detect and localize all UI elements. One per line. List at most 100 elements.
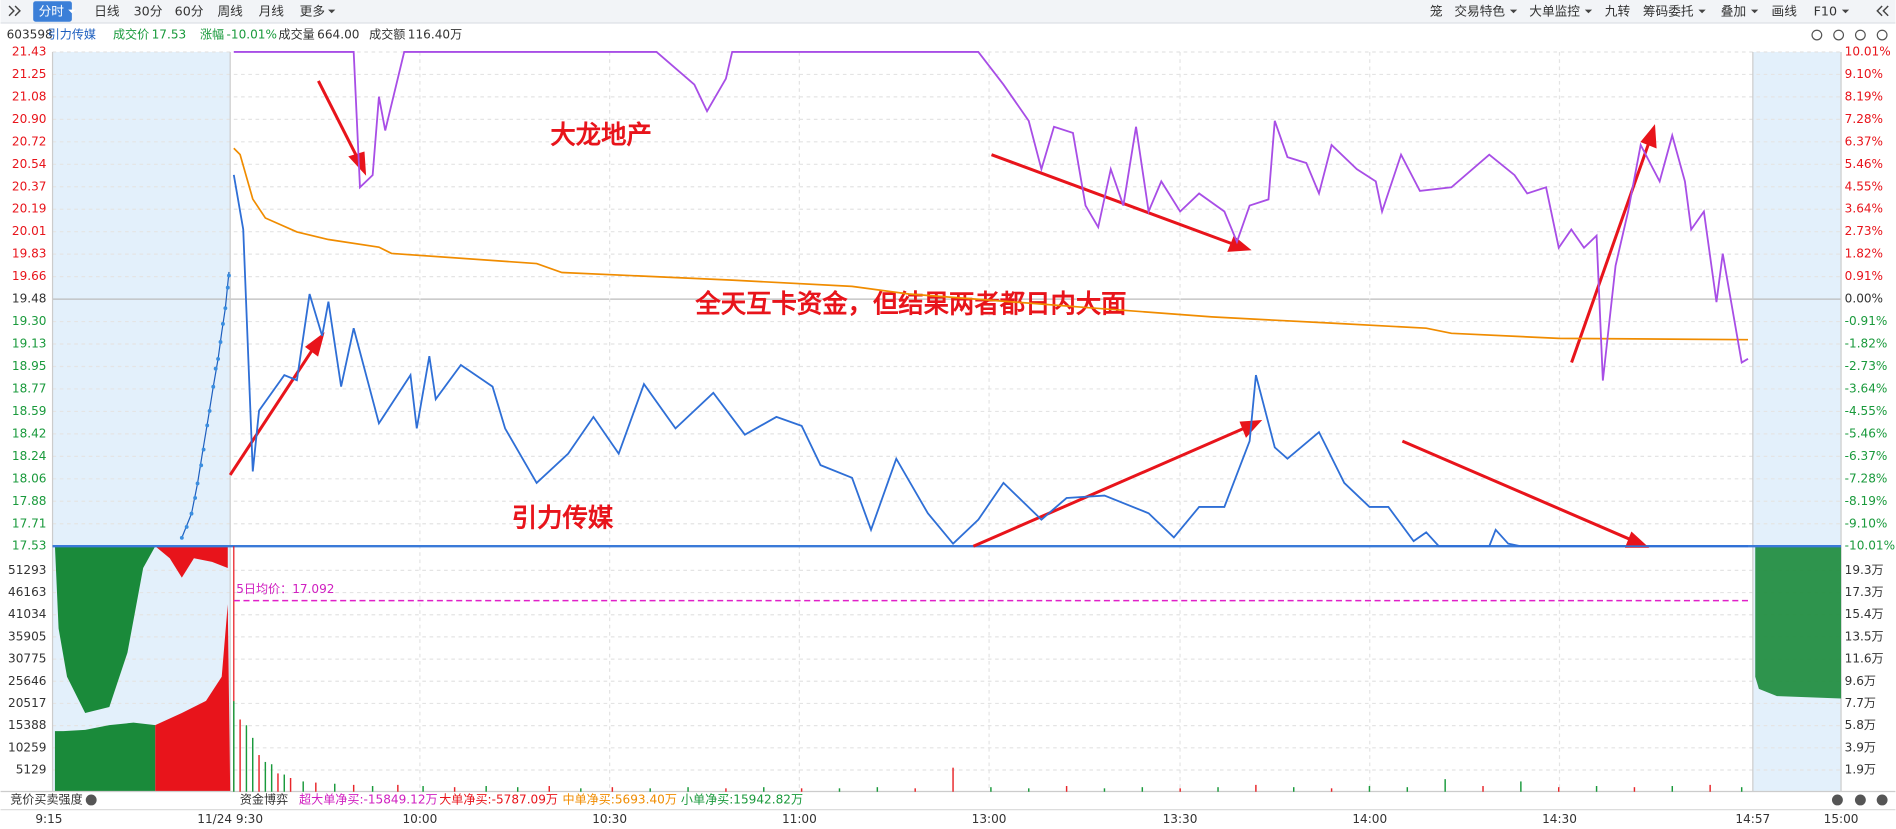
price-tick-label: 21.08 — [12, 89, 47, 103]
price-tick-label: 20.37 — [12, 179, 47, 193]
info-amount-label: 成交额 — [369, 27, 405, 42]
percent-tick-label: -10.01% — [1845, 539, 1895, 553]
info-amount: 116.40万 — [408, 28, 462, 42]
volume-bar — [1028, 788, 1030, 792]
toolbar-tab[interactable]: 周线 — [217, 4, 243, 19]
time-tick-label: 15:00 — [1824, 812, 1859, 826]
toolbar-tab[interactable]: 分时 — [39, 4, 65, 19]
info-price-label: 成交价 — [113, 27, 149, 42]
panel-icon[interactable] — [1876, 29, 1888, 41]
volume-bar — [1293, 787, 1295, 792]
info-change: -10.01% — [227, 28, 277, 42]
toolbar-bg — [0, 0, 1896, 23]
expand-icon[interactable] — [8, 5, 21, 17]
auction-sell-area — [155, 604, 231, 792]
toolbar-button[interactable]: 画线 — [1772, 4, 1798, 19]
price-tick-label: 17.53 — [12, 539, 47, 553]
volume-tick-label: 46163 — [8, 585, 46, 599]
toolbar-button[interactable]: 交易特色 — [1454, 4, 1505, 19]
volume-tick-label-right: 1.9万 — [1845, 762, 1876, 776]
arrow — [1570, 142, 1651, 364]
volume-bar — [1368, 786, 1371, 792]
toolbar-tab[interactable]: 60分 — [175, 4, 204, 19]
dropdown-caret — [1509, 9, 1518, 14]
time-tick-label: 14:00 — [1352, 812, 1387, 826]
toolbar-button[interactable]: 九转 — [1605, 4, 1631, 19]
volume-bar — [239, 719, 241, 792]
volume-bar — [516, 787, 519, 792]
auction-dot — [179, 535, 184, 540]
price-tick-label: 20.01 — [12, 224, 47, 238]
price-tick-label: 21.25 — [12, 67, 47, 81]
help-icon[interactable] — [85, 794, 97, 806]
percent-tick-label: 2.73% — [1845, 224, 1883, 238]
auction-dot — [201, 447, 206, 452]
footer-icon[interactable] — [1831, 794, 1843, 806]
panel-icon[interactable] — [1854, 29, 1866, 41]
arrow — [990, 153, 1234, 246]
dropdown-caret — [1841, 9, 1850, 14]
toolbar-tab[interactable]: 月线 — [259, 4, 285, 19]
auction-dot — [184, 524, 189, 529]
toolbar-button[interactable]: F10 — [1814, 4, 1837, 19]
auction-dot — [207, 408, 212, 413]
time-tick-label: 13:00 — [972, 812, 1007, 826]
toolbar-button[interactable]: 筹码委托 — [1643, 4, 1694, 19]
toolbar-button[interactable]: 叠加 — [1721, 4, 1746, 19]
volume-bar — [1520, 781, 1522, 792]
price-tick-label: 20.54 — [12, 157, 47, 171]
toolbar-tab[interactable]: 日线 — [94, 4, 120, 19]
toolbar-tab[interactable]: 更多 — [300, 4, 325, 19]
time-tick-label: 10:30 — [592, 812, 627, 826]
panel-icon[interactable] — [1811, 29, 1823, 41]
volume-bar — [725, 788, 727, 792]
price-tick-label: 18.42 — [12, 426, 47, 440]
percent-tick-label: 4.55% — [1845, 179, 1883, 193]
fund-flow-item: 中单净买:5693.40万 — [563, 791, 677, 806]
volume-tick-label-right: 19.3万 — [1845, 563, 1884, 577]
volume-tick-label-right: 9.6万 — [1845, 674, 1876, 688]
volume-bar — [1179, 788, 1181, 792]
price-tick-label: 20.90 — [12, 112, 47, 126]
footer-icon[interactable] — [1854, 794, 1866, 806]
auction-dot — [227, 273, 231, 278]
percent-tick-label: -1.82% — [1845, 337, 1888, 351]
percent-tick-label: 5.46% — [1845, 157, 1883, 171]
toolbar-tab[interactable]: 30分 — [134, 4, 163, 19]
annotation: 大龙地产 — [550, 120, 651, 150]
price-tick-label: 19.13 — [12, 337, 47, 351]
volume-bar — [687, 787, 689, 792]
overlay-line — [233, 51, 1749, 381]
percent-tick-label: 9.10% — [1845, 67, 1883, 81]
panel-icon[interactable] — [1833, 29, 1845, 41]
volume-tick-label-right: 3.9万 — [1845, 740, 1876, 754]
collapse-icon[interactable] — [1876, 5, 1889, 17]
time-tick-label: 14:30 — [1542, 812, 1577, 826]
volume-bar — [1557, 787, 1560, 792]
volume-bar — [371, 786, 374, 792]
volume-tick-label-right: 17.3万 — [1845, 585, 1884, 599]
volume-bar — [990, 787, 992, 792]
toolbar-button[interactable]: 大单监控 — [1529, 4, 1580, 19]
price-tick-label: 19.30 — [12, 314, 47, 328]
arrow — [228, 347, 315, 476]
arrow-head — [348, 151, 367, 176]
ma5-label: 5日均价：17.092 — [236, 582, 334, 596]
volume-bar — [258, 755, 260, 792]
volume-bar — [397, 784, 399, 792]
volume-tick-label-right: 13.5万 — [1845, 629, 1884, 643]
volume-bar — [1330, 788, 1333, 792]
arrow — [972, 426, 1246, 548]
fund-flow-item: 小单净买:15942.82万 — [681, 792, 803, 806]
volume-tick-label: 20517 — [8, 696, 46, 710]
volume-tick-label: 10259 — [8, 740, 46, 754]
footer-icon[interactable] — [1876, 794, 1888, 806]
arrow-head — [1227, 235, 1252, 252]
price-tick-label: 20.19 — [12, 202, 47, 216]
volume-bar — [270, 764, 273, 792]
price-line — [232, 174, 1748, 548]
volume-tick-label-right: 15.4万 — [1845, 607, 1884, 621]
toolbar-button[interactable]: 笼 — [1430, 4, 1443, 19]
volume-bar — [485, 786, 487, 792]
